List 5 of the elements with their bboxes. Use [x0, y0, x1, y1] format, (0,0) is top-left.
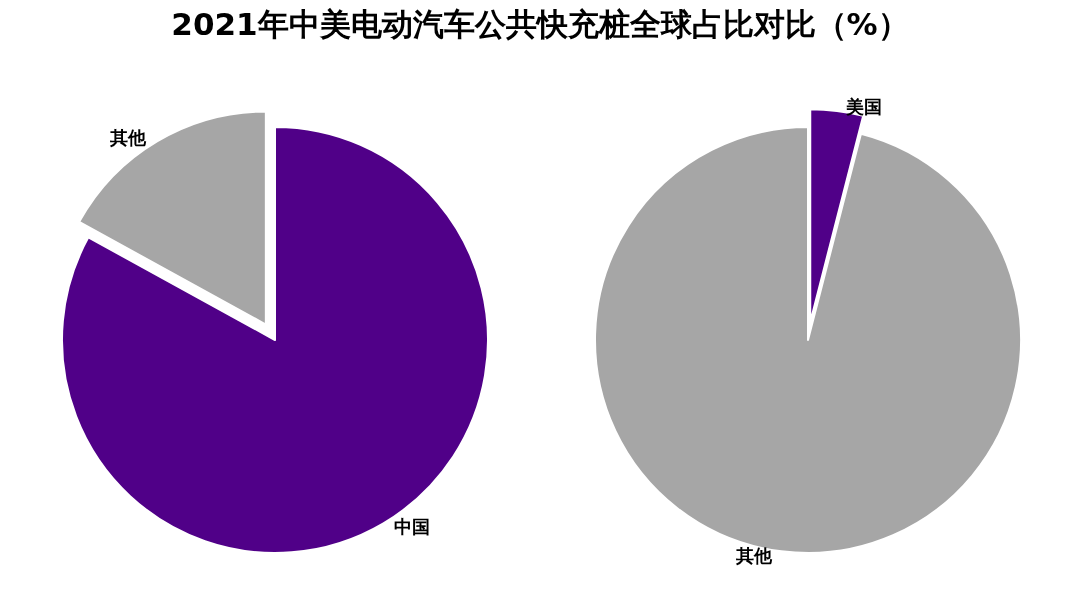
chart-title: 2021年中美电动汽车公共快充桩全球占比对比（%） [170, 5, 910, 44]
slice-label: 中国 [394, 516, 431, 538]
slice-label: 其他 [109, 127, 148, 149]
slice-label: 其他 [734, 544, 773, 566]
slice-label: 美国 [845, 96, 883, 118]
